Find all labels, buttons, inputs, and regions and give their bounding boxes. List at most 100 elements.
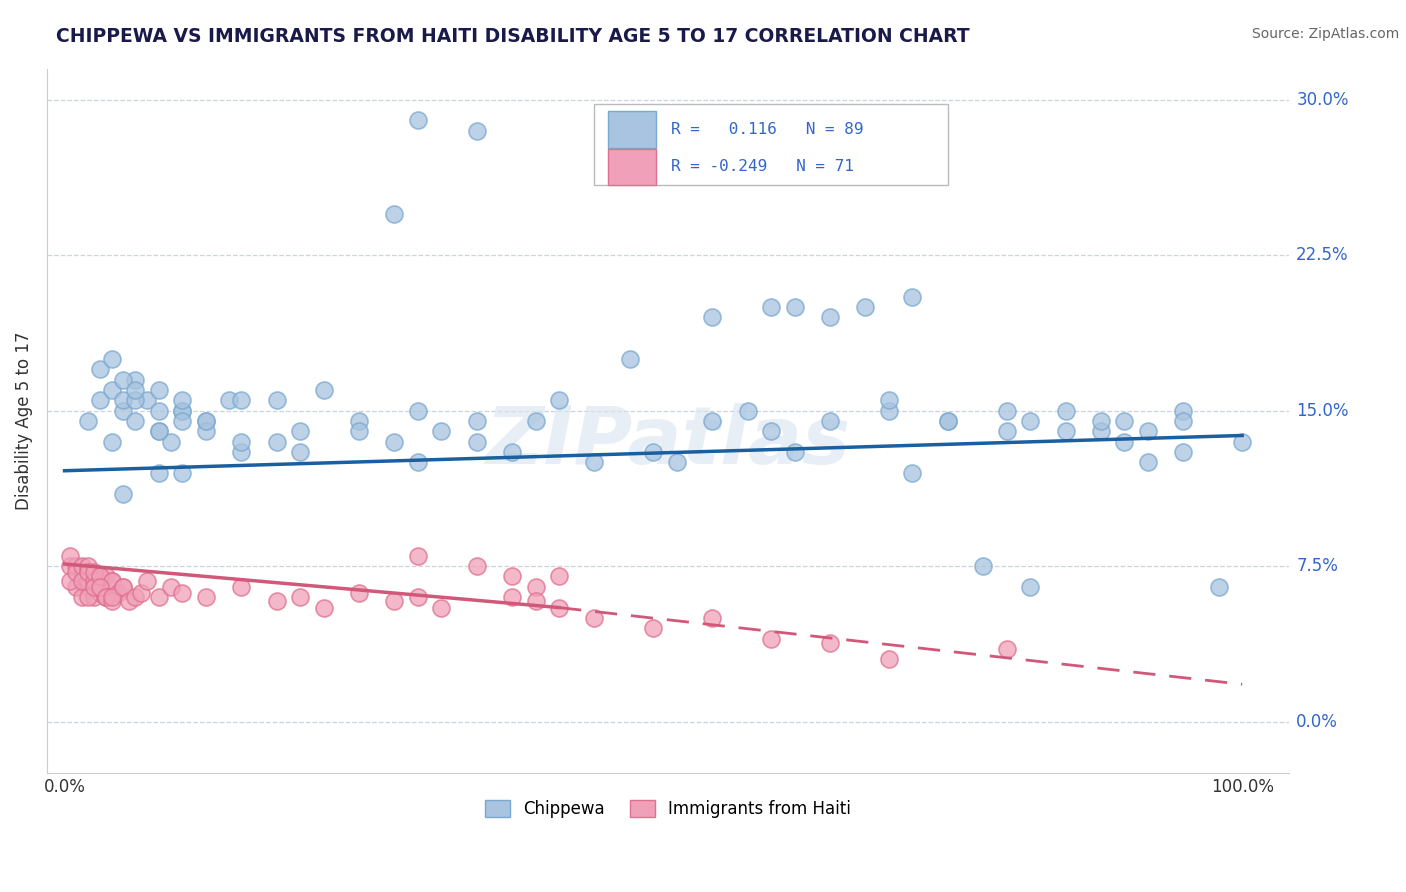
Point	[231, 580, 253, 594]
Point	[877, 393, 900, 408]
Point	[100, 591, 122, 605]
Point	[583, 611, 606, 625]
Point	[382, 207, 405, 221]
Point	[77, 566, 100, 580]
Point	[1019, 414, 1042, 428]
Point	[465, 434, 488, 449]
Point	[148, 403, 170, 417]
Text: 0.0%: 0.0%	[1296, 713, 1339, 731]
Text: 30.0%: 30.0%	[1296, 91, 1348, 109]
Point	[818, 636, 841, 650]
Point	[524, 580, 547, 594]
Point	[148, 591, 170, 605]
Point	[1136, 425, 1159, 439]
Point	[100, 434, 122, 449]
Point	[430, 425, 453, 439]
Point	[70, 559, 93, 574]
Text: Source: ZipAtlas.com: Source: ZipAtlas.com	[1251, 27, 1399, 41]
Text: CHIPPEWA VS IMMIGRANTS FROM HAITI DISABILITY AGE 5 TO 17 CORRELATION CHART: CHIPPEWA VS IMMIGRANTS FROM HAITI DISABI…	[56, 27, 970, 45]
Point	[818, 414, 841, 428]
Point	[172, 586, 194, 600]
Point	[124, 414, 146, 428]
Point	[936, 414, 959, 428]
Point	[1019, 580, 1042, 594]
Point	[112, 372, 135, 386]
Point	[65, 566, 87, 580]
Point	[1173, 414, 1195, 428]
Point	[702, 310, 724, 325]
Point	[83, 580, 105, 594]
Point	[406, 549, 429, 563]
Point	[501, 569, 523, 583]
Point	[94, 591, 117, 605]
Point	[231, 434, 253, 449]
Point	[89, 393, 111, 408]
Point	[548, 393, 571, 408]
Point	[783, 300, 806, 314]
Point	[112, 403, 135, 417]
Point	[89, 569, 111, 583]
Point	[430, 600, 453, 615]
Point	[524, 414, 547, 428]
Point	[94, 569, 117, 583]
Point	[1173, 403, 1195, 417]
Point	[112, 580, 135, 594]
Point	[59, 549, 82, 563]
Point	[406, 455, 429, 469]
Point	[124, 393, 146, 408]
Point	[77, 566, 100, 580]
Point	[112, 393, 135, 408]
Point	[406, 113, 429, 128]
Point	[159, 434, 181, 449]
Point	[172, 466, 194, 480]
Point	[136, 574, 159, 588]
Point	[1114, 434, 1136, 449]
Point	[619, 351, 641, 366]
Point	[901, 466, 924, 480]
Point	[382, 434, 405, 449]
Point	[94, 591, 117, 605]
Point	[995, 425, 1018, 439]
Point	[231, 393, 253, 408]
Point	[77, 559, 100, 574]
Point	[901, 289, 924, 303]
Point	[65, 580, 87, 594]
Point	[288, 445, 311, 459]
Point	[59, 574, 82, 588]
Text: 7.5%: 7.5%	[1296, 558, 1339, 575]
Point	[877, 403, 900, 417]
Point	[266, 594, 288, 608]
Point	[501, 445, 523, 459]
Point	[172, 403, 194, 417]
Point	[347, 425, 370, 439]
Point	[100, 594, 122, 608]
Legend: Chippewa, Immigrants from Haiti: Chippewa, Immigrants from Haiti	[478, 794, 858, 825]
Point	[89, 569, 111, 583]
Point	[524, 594, 547, 608]
Point	[218, 393, 240, 408]
Point	[818, 310, 841, 325]
Point	[1054, 425, 1077, 439]
Point	[112, 486, 135, 500]
Point	[465, 414, 488, 428]
Text: 22.5%: 22.5%	[1296, 246, 1348, 264]
Text: ZIPatlas: ZIPatlas	[485, 403, 851, 481]
Point	[94, 591, 117, 605]
Point	[136, 393, 159, 408]
Point	[112, 580, 135, 594]
Point	[288, 425, 311, 439]
Point	[737, 403, 759, 417]
Point	[266, 434, 288, 449]
Point	[972, 559, 994, 574]
Point	[89, 362, 111, 376]
Point	[1136, 455, 1159, 469]
Point	[83, 566, 105, 580]
Point	[148, 425, 170, 439]
Text: 15.0%: 15.0%	[1296, 401, 1348, 419]
Point	[665, 455, 688, 469]
Point	[501, 591, 523, 605]
Point	[382, 594, 405, 608]
Point	[89, 580, 111, 594]
Point	[83, 574, 105, 588]
Point	[465, 559, 488, 574]
